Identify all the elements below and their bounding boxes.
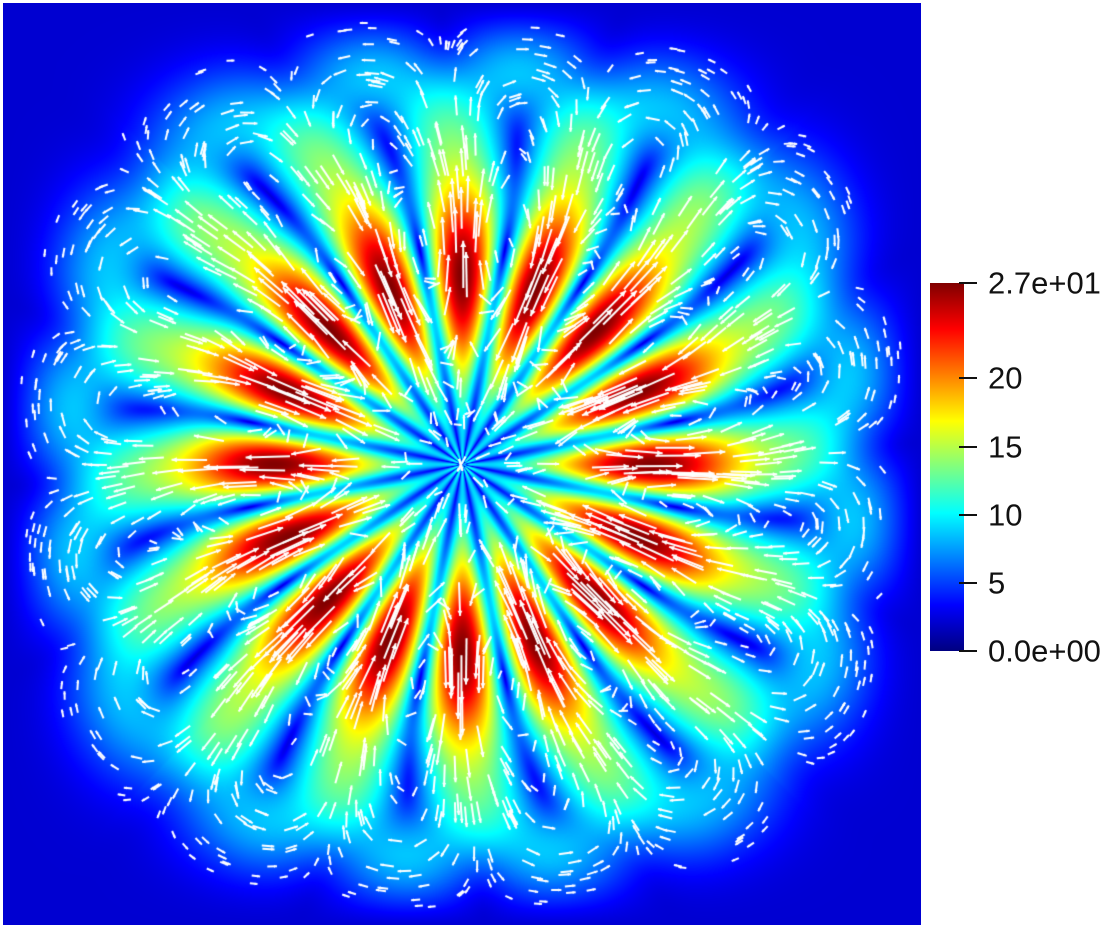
colorbar-tick	[959, 282, 977, 284]
colorbar-tick	[959, 581, 977, 584]
colorbar-tick-label: 2.7e+01	[988, 265, 1101, 301]
colorbar-tick-label: 20	[988, 360, 1023, 396]
colorbar-tick-label: 10	[988, 497, 1023, 533]
colorbar-tick	[959, 377, 977, 380]
colorbar-tick	[959, 513, 977, 516]
colorbar-tick-label: 0.0e+00	[988, 633, 1101, 669]
colorbar-tick	[959, 445, 977, 448]
colorbar-tick-label: 5	[988, 565, 1006, 601]
colorbar-tick-label: 15	[988, 429, 1023, 465]
colorbar-tick	[959, 650, 977, 652]
velocity-field-plot	[3, 3, 921, 925]
colorbar	[930, 283, 964, 651]
